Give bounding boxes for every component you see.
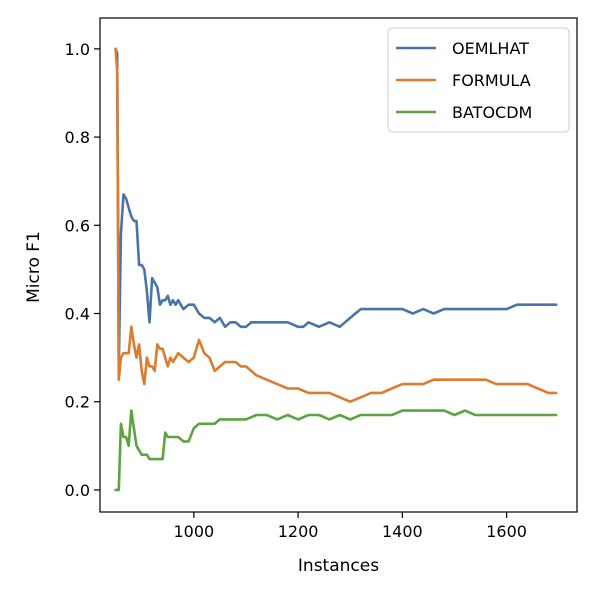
y-tick-label: 0.4: [65, 305, 90, 324]
x-tick-label: 1200: [278, 522, 319, 541]
series-line-oemlhat: [114, 47, 558, 368]
x-axis-label: Instances: [298, 556, 379, 576]
legend-label-oemlhat: OEMLHAT: [452, 39, 529, 58]
y-tick-label: 0.2: [65, 393, 90, 412]
y-axis-label: Micro F1: [24, 231, 44, 303]
series-line-formula: [114, 47, 558, 403]
legend-label-batocdm: BATOCDM: [452, 103, 532, 122]
ticks: 1000 1200 1400 1600 0.0 0.2 0.4 0.6 0.8 1.0: [65, 40, 527, 541]
legend: OEMLHAT FORMULA BATOCDM: [387, 27, 570, 133]
y-tick-label: 0.6: [65, 216, 90, 235]
x-tick-label: 1000: [173, 522, 214, 541]
x-tick-label: 1400: [382, 522, 423, 541]
series-line-batocdm: [114, 409, 558, 492]
x-tick-label: 1600: [486, 522, 527, 541]
legend-box: [387, 27, 570, 133]
y-tick-label: 1.0: [65, 40, 90, 59]
plot-frame: [99, 17, 578, 513]
y-tick-label: 0.8: [65, 128, 90, 147]
plot-lines: [114, 47, 558, 492]
y-tick-label: 0.0: [65, 481, 90, 500]
legend-label-formula: FORMULA: [452, 71, 531, 90]
